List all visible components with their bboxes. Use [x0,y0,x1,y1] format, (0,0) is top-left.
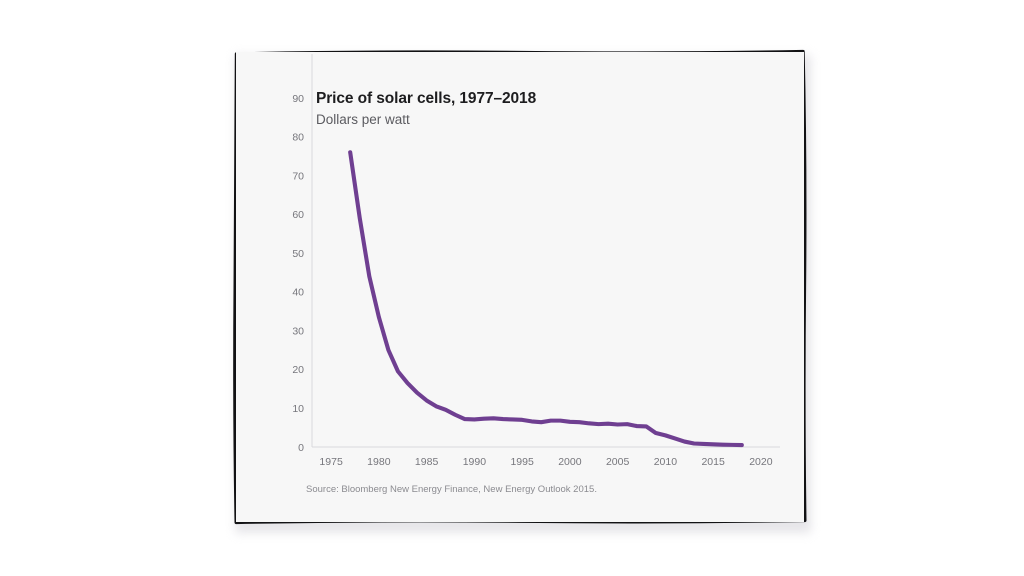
series-line-solar-price [348,150,744,448]
x-tick-label: 1985 [415,456,439,468]
x-tick-label: 1990 [463,456,487,468]
chart-canvas: Price of solar cells, 1977–2018 Dollars … [236,52,804,522]
chart-subtitle: Dollars per watt [316,112,410,127]
y-tick-label: 40 [292,287,304,299]
y-tick-label: 30 [292,325,304,337]
x-tick-label: 2020 [749,456,773,468]
y-tick-label: 0 [298,442,304,454]
y-tick-label: 70 [292,170,304,182]
x-tick-label: 1995 [510,456,534,468]
x-tick-label: 1980 [367,456,391,468]
chart-source-note: Source: Bloomberg New Energy Finance, Ne… [306,484,597,495]
x-tick-label: 1975 [319,456,343,468]
x-tick-label: 2015 [701,456,725,468]
x-axis-tick-group: 1975 1980 1985 1990 1995 2000 2005 2010 2015 2020 [319,456,772,468]
y-tick-label: 90 [292,93,304,105]
x-tick-label: 2000 [558,456,582,468]
chart-card: Price of solar cells, 1977–2018 Dollars … [232,48,811,533]
y-tick-label: 20 [292,364,304,376]
line-plot: 0 10 20 30 40 50 60 70 80 90 1975 1980 1985 1990 1995… [292,54,780,468]
x-tick-label: 2005 [606,456,630,468]
y-axis-tick-group: 0 10 20 30 40 50 60 70 80 90 [292,93,304,454]
y-tick-label: 80 [292,132,304,144]
chart-title: Price of solar cells, 1977–2018 [316,90,537,107]
x-tick-label: 2010 [654,456,678,468]
y-tick-label: 60 [292,209,304,221]
y-tick-label: 50 [292,248,304,260]
y-tick-label: 10 [292,403,304,415]
